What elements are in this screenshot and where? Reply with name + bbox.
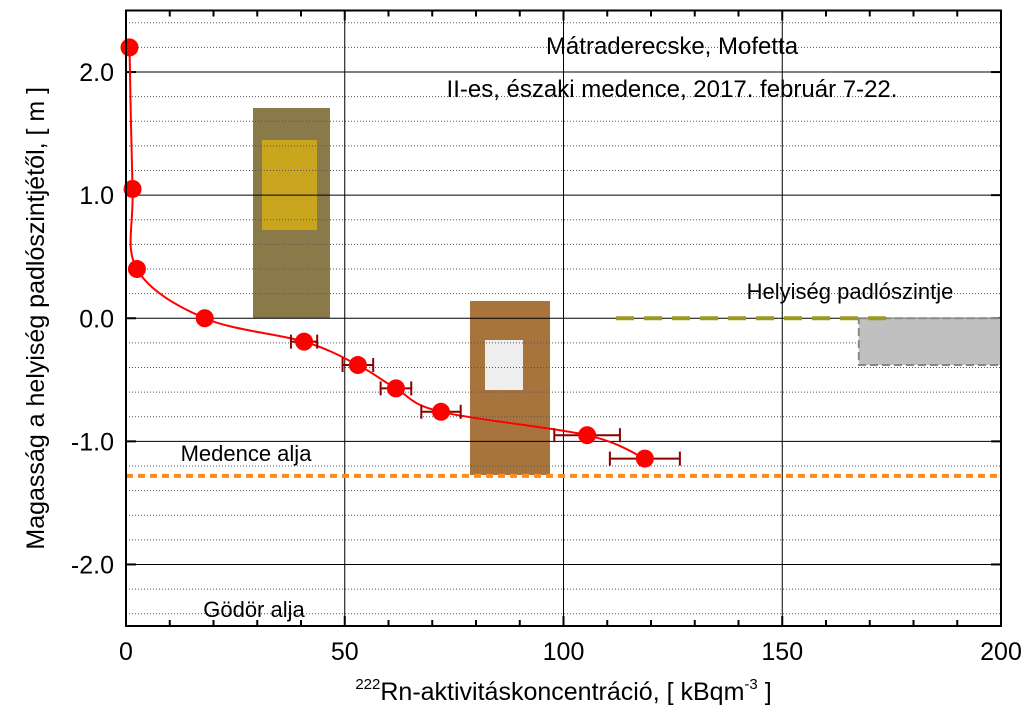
y-tick-label: 0.0 bbox=[79, 305, 114, 333]
photo-man-jacket bbox=[262, 140, 317, 230]
point bbox=[121, 38, 139, 56]
fit-line bbox=[130, 47, 645, 458]
point bbox=[387, 379, 405, 397]
x-tick-label: 50 bbox=[331, 638, 359, 666]
y-axis-label: Magasság a helyiség padlószintjétől, [ m… bbox=[22, 87, 50, 550]
x-tick-label: 150 bbox=[761, 638, 803, 666]
x-axis-label-part: -3 bbox=[744, 676, 757, 693]
floor-box bbox=[859, 318, 1001, 365]
chart: -2.0 -1.0 0.0 1.0 2.0 0 50 100 150 200 Mátraderecs… bbox=[0, 0, 1033, 713]
chart-subtitle: II-es, északi medence, 2017. február 7-2… bbox=[447, 76, 898, 103]
annotation: Medence alja bbox=[181, 441, 313, 466]
y-tick-label: -1.0 bbox=[71, 428, 114, 456]
point bbox=[578, 426, 596, 444]
x-axis-label-part: ] bbox=[758, 678, 772, 706]
photo-woman-shirt bbox=[485, 340, 523, 390]
x-tick-label: 100 bbox=[543, 638, 585, 666]
point bbox=[196, 309, 214, 327]
x-tick-label: 0 bbox=[119, 638, 133, 666]
point bbox=[295, 333, 313, 351]
annotation: Helyiség padlószintje bbox=[747, 279, 954, 304]
annotation: Gödör alja bbox=[203, 597, 305, 622]
y-tick-label: -2.0 bbox=[71, 551, 114, 579]
y-tick-label: 2.0 bbox=[79, 59, 114, 87]
page: {"chart_data": { "type": "scatter", "tit… bbox=[0, 0, 1033, 713]
x-axis-label: 222Rn-aktivitáskoncentráció, [ kBqm-3 ] bbox=[355, 676, 771, 706]
x-axis-label-part: Rn-aktivitáskoncentráció, [ kBqm bbox=[380, 678, 744, 706]
point bbox=[128, 260, 146, 278]
point bbox=[636, 450, 654, 468]
chart-title: Mátraderecske, Mofetta bbox=[546, 33, 799, 60]
point bbox=[349, 356, 367, 374]
point bbox=[432, 403, 450, 421]
y-tick-label: 1.0 bbox=[79, 182, 114, 210]
x-axis-label-part: 222 bbox=[355, 676, 380, 693]
x-tick-label: 200 bbox=[980, 638, 1022, 666]
